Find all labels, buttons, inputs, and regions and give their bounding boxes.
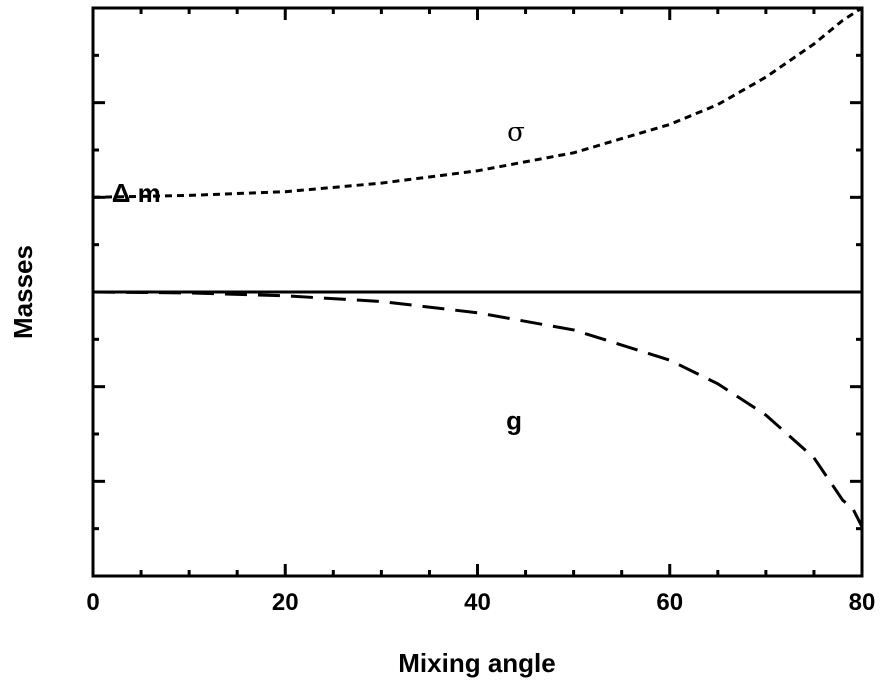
annotation-label: Δ m [112,178,161,208]
series-line-dotted [92,6,863,199]
series-lines [92,6,864,528]
x-tick-labels: 0 20 40 60 80 [86,589,875,616]
x-axis-title: Mixing angle [398,648,555,678]
x-tick-label: 60 [656,589,683,616]
tick-marks [91,6,864,578]
x-tick-label: 40 [464,589,491,616]
x-tick-label: 80 [849,589,876,616]
series-line-dashed [92,290,864,528]
annotation-label: g [506,405,522,435]
annotations: σ Δ m g [112,118,525,436]
y-axis-title: Masses [8,245,38,339]
x-tick-label: 20 [272,589,299,616]
x-tick-label: 0 [86,589,99,616]
annotation-label: σ [507,118,525,148]
